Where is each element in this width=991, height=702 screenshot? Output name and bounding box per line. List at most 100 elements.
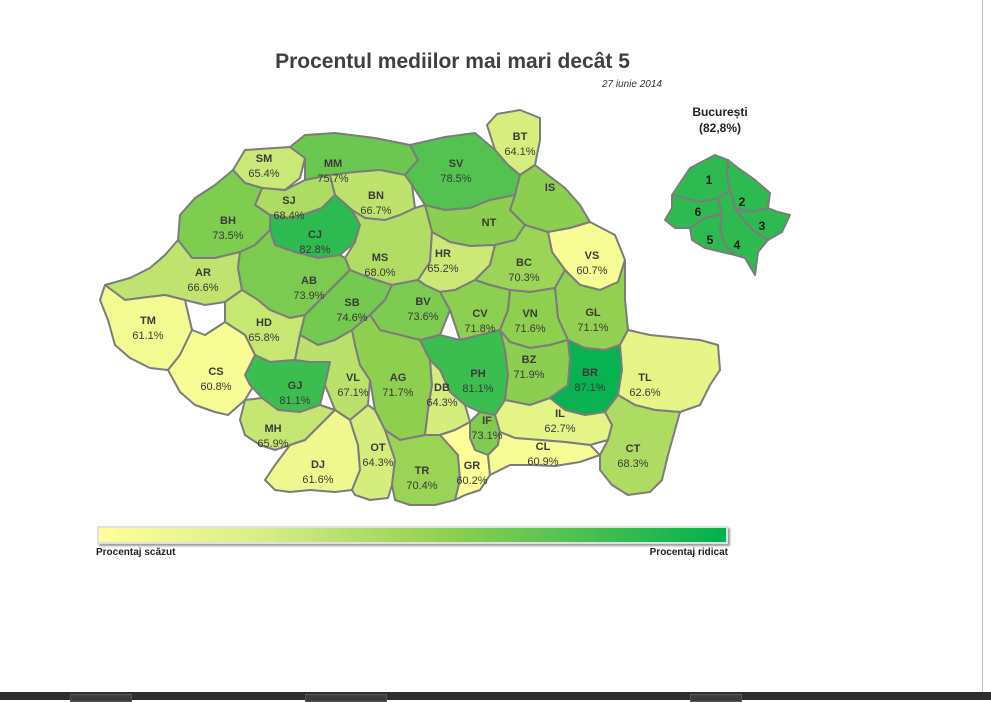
legend-high-label: Procentaj ridicat bbox=[649, 547, 728, 558]
county-value-label: 73.5% bbox=[212, 230, 243, 242]
bucharest-name: București bbox=[692, 105, 748, 119]
bucharest-label: București (82,8%) bbox=[670, 104, 770, 136]
county-code-label: CS bbox=[208, 366, 223, 378]
county-value-label: 74.6% bbox=[336, 312, 367, 324]
county-code-label: SB bbox=[344, 297, 359, 309]
legend-gradient-bar bbox=[97, 526, 728, 544]
legend-low-label: Procentaj scăzut bbox=[96, 547, 176, 558]
taskbar-item[interactable] bbox=[70, 694, 132, 702]
county-code-label: NT bbox=[482, 217, 497, 229]
county-code-label: SV bbox=[449, 158, 464, 170]
county-code-label: AR bbox=[195, 267, 211, 279]
taskbar bbox=[0, 692, 991, 702]
county-code-label: GL bbox=[585, 307, 601, 319]
county-code-label: GJ bbox=[288, 380, 303, 392]
bucharest-sector-label: 2 bbox=[739, 195, 746, 209]
county-value-label: 60.2% bbox=[456, 475, 487, 487]
county-code-label: MH bbox=[264, 423, 281, 435]
county-code-label: TL bbox=[638, 372, 652, 384]
county-code-label: AG bbox=[390, 372, 407, 384]
county-value-label: 71.8% bbox=[464, 323, 495, 335]
county-value-label: 68.0% bbox=[364, 267, 395, 279]
bucharest-value: (82,8%) bbox=[698, 121, 742, 135]
map-date: 27 iunie 2014 bbox=[601, 79, 662, 90]
county-value-label: 73.1% bbox=[471, 430, 502, 442]
county-code-label: BN bbox=[368, 190, 384, 202]
county-value-label: 66.7% bbox=[360, 205, 391, 217]
county-code-label: VS bbox=[585, 250, 600, 262]
county-code-label: BC bbox=[516, 257, 532, 269]
county-code-label: CJ bbox=[308, 229, 322, 241]
county-code-label: CL bbox=[536, 441, 551, 453]
county-code-label: BV bbox=[415, 296, 431, 308]
bucharest-sector-label: 3 bbox=[759, 219, 766, 233]
county-value-label: 65.4% bbox=[248, 168, 279, 180]
county-value-label: 68.4% bbox=[273, 210, 304, 222]
county-value-label: 64.3% bbox=[426, 397, 457, 409]
bucharest-sector-6 bbox=[664, 194, 723, 229]
county-code-label: TM bbox=[140, 315, 156, 327]
county-code-label: VL bbox=[346, 372, 360, 384]
county-code-label: CT bbox=[626, 443, 641, 455]
county-value-label: 81.1% bbox=[462, 383, 493, 395]
county-code-label: BH bbox=[220, 215, 236, 227]
county-code-label: IF bbox=[482, 415, 492, 427]
county-value-label: 60.9% bbox=[527, 456, 558, 468]
county-code-label: BT bbox=[513, 131, 528, 143]
county-code-label: DJ bbox=[311, 459, 325, 471]
county-code-label: SM bbox=[256, 153, 273, 165]
county-value-label: 62.7% bbox=[544, 423, 575, 435]
county-code-label: VN bbox=[522, 308, 537, 320]
county-value-label: 78.5% bbox=[440, 173, 471, 185]
county-value-label: 71.6% bbox=[514, 323, 545, 335]
county-code-label: IS bbox=[545, 182, 555, 194]
county-ct bbox=[599, 394, 681, 496]
county-value-label: 75.7% bbox=[317, 173, 348, 185]
county-code-label: TR bbox=[415, 465, 430, 477]
county-value-label: 64.1% bbox=[504, 146, 535, 158]
county-value-label: 82.8% bbox=[299, 244, 330, 256]
county-code-label: CV bbox=[472, 308, 488, 320]
county-cl bbox=[487, 431, 601, 476]
county-value-label: 87.1% bbox=[574, 382, 605, 394]
county-code-label: BZ bbox=[522, 354, 537, 366]
county-value-label: 62.6% bbox=[629, 387, 660, 399]
county-code-label: OT bbox=[370, 442, 386, 454]
map-title: Procentul mediilor mai mari decât 5 bbox=[275, 50, 630, 73]
county-code-label: DB bbox=[434, 382, 450, 394]
county-value-label: 70.4% bbox=[406, 480, 437, 492]
county-value-label: 61.6% bbox=[302, 474, 333, 486]
county-value-label: 67.1% bbox=[337, 387, 368, 399]
county-value-label: 73.6% bbox=[407, 311, 438, 323]
county-value-label: 68.3% bbox=[617, 458, 648, 470]
county-code-label: MS bbox=[372, 252, 389, 264]
county-value-label: 71.9% bbox=[513, 369, 544, 381]
county-code-label: BR bbox=[582, 367, 598, 379]
county-value-label: 81.1% bbox=[279, 395, 310, 407]
county-code-label: SJ bbox=[282, 195, 295, 207]
county-value-label: 70.3% bbox=[508, 272, 539, 284]
county-ot bbox=[349, 404, 401, 501]
county-value-label: 65.2% bbox=[427, 263, 458, 275]
county-value-label: 64.3% bbox=[362, 457, 393, 469]
taskbar-item[interactable] bbox=[690, 694, 742, 702]
bucharest-sector-label: 1 bbox=[706, 173, 713, 187]
county-value-label: 71.7% bbox=[382, 387, 413, 399]
county-value-label: 65.8% bbox=[248, 332, 279, 344]
county-value-label: 71.1% bbox=[577, 322, 608, 334]
county-value-label: 60.8% bbox=[200, 381, 231, 393]
county-code-label: AB bbox=[301, 275, 317, 287]
bucharest-sector-label: 6 bbox=[695, 205, 702, 219]
taskbar-item[interactable] bbox=[305, 694, 387, 702]
county-code-label: IL bbox=[555, 408, 565, 420]
county-value-label: 65.9% bbox=[257, 438, 288, 450]
window-border bbox=[982, 0, 983, 692]
county-value-label: 73.9% bbox=[293, 290, 324, 302]
county-code-label: HR bbox=[435, 248, 451, 260]
county-code-label: PH bbox=[470, 368, 485, 380]
county-tl bbox=[617, 329, 721, 413]
county-value-label: 60.7% bbox=[576, 265, 607, 277]
bucharest-sector-label: 4 bbox=[734, 238, 741, 252]
county-code-label: HD bbox=[256, 317, 272, 329]
